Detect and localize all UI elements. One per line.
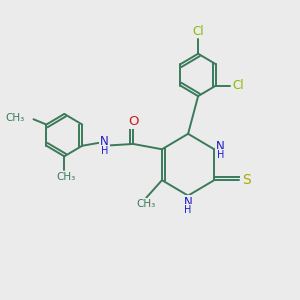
Text: N: N	[100, 135, 109, 148]
Text: H: H	[217, 150, 224, 160]
Text: H: H	[101, 146, 108, 156]
Text: CH₃: CH₃	[56, 172, 75, 182]
Text: Cl: Cl	[192, 25, 204, 38]
Text: N: N	[184, 196, 193, 208]
Text: S: S	[242, 173, 251, 187]
Text: H: H	[184, 205, 192, 215]
Text: N: N	[216, 140, 225, 153]
Text: CH₃: CH₃	[6, 113, 25, 123]
Text: O: O	[128, 115, 139, 128]
Text: CH₃: CH₃	[136, 199, 156, 209]
Text: Cl: Cl	[232, 79, 244, 92]
